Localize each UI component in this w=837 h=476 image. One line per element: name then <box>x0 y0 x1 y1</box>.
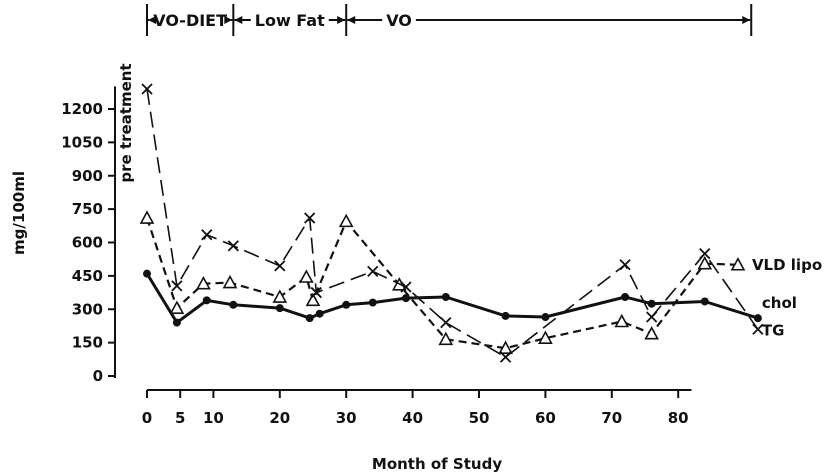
data-point-dot <box>441 293 450 302</box>
phase-arrow-head <box>224 16 233 24</box>
y-axis-title: mg/100ml <box>10 171 28 255</box>
data-point-dot <box>229 300 238 309</box>
data-point-triangle <box>305 292 321 307</box>
data-point-triangle <box>730 257 746 271</box>
series: VLD lipo chol TG <box>139 83 822 363</box>
data-point-x <box>699 247 711 260</box>
data-point-dot <box>700 297 709 306</box>
data-point-triangle <box>644 326 659 340</box>
series-tg: TG <box>141 83 785 363</box>
x-tick-label: 70 <box>601 409 622 427</box>
x-tick-label: 30 <box>336 409 357 427</box>
phase-arrow-head <box>742 16 751 24</box>
data-point-dot <box>275 304 284 313</box>
x-tick-label: 5 <box>175 409 185 427</box>
y-tick-label: 900 <box>72 167 103 185</box>
series-label: chol <box>762 294 797 312</box>
data-point-x <box>400 281 412 293</box>
x-tick-label: 50 <box>469 409 490 427</box>
phase-label: VO <box>386 11 412 30</box>
data-point-dot <box>647 299 656 308</box>
data-point-dot <box>368 298 377 307</box>
x-tick-label: 0 <box>142 409 152 427</box>
y-tick-label: 0 <box>93 367 103 385</box>
data-point-dot <box>541 313 550 322</box>
series-chol: chol <box>143 269 797 327</box>
data-point-triangle <box>614 313 630 328</box>
data-point-triangle <box>169 300 185 314</box>
data-point-dot <box>143 269 151 278</box>
data-point-dot <box>315 309 324 318</box>
phase-annotations: VO-DIET Low Fat VO <box>146 4 753 36</box>
data-point-x <box>274 260 286 272</box>
y-tick-label: 300 <box>72 300 103 318</box>
data-point-dot <box>753 314 762 323</box>
y-tick-label: 1200 <box>61 100 103 118</box>
data-point-x <box>619 259 631 271</box>
x-tick-label: 60 <box>535 409 556 427</box>
data-point-triangle <box>438 331 454 346</box>
data-point-triangle <box>498 340 513 354</box>
data-point-triangle <box>697 255 713 270</box>
data-point-x <box>201 229 213 241</box>
data-point-x <box>171 280 183 292</box>
phase-label: VO-DIET <box>153 11 227 30</box>
data-point-dot <box>305 314 314 323</box>
data-point-triangle <box>299 269 314 283</box>
y-tick-label: 450 <box>72 267 103 285</box>
phase-arrow-head <box>337 16 346 24</box>
series-line <box>146 88 759 358</box>
data-point-triangle <box>222 274 238 289</box>
axes: 0 150 300 450 600 750 900 1050 1200 0 5 10 20 30 40 50 6… <box>61 86 692 427</box>
data-point-x <box>304 212 316 224</box>
data-point-triangle <box>538 330 553 344</box>
data-point-triangle <box>139 210 155 224</box>
y-tick-label: 600 <box>72 234 103 252</box>
data-point-triangle <box>272 289 288 303</box>
series-vld-lipo: VLD lipo <box>139 210 822 354</box>
data-point-x <box>752 323 764 335</box>
data-point-dot <box>501 311 510 320</box>
data-point-x <box>227 240 239 252</box>
phase-arrow-head <box>148 16 156 24</box>
x-tick-label: 40 <box>402 409 423 427</box>
y-tick-label: 1050 <box>61 133 103 151</box>
phase-label: Low Fat <box>255 11 325 30</box>
x-axis-title: Month of Study <box>372 455 502 473</box>
data-point-dot <box>172 318 181 327</box>
data-point-dot <box>401 294 410 303</box>
y-tick-label: 150 <box>72 334 103 352</box>
data-point-x <box>141 83 153 95</box>
series-label: TG <box>762 321 785 339</box>
x-tick-label: 80 <box>668 409 689 427</box>
data-point-triangle <box>338 213 354 228</box>
series-line <box>145 217 739 350</box>
data-point-dot <box>202 296 211 305</box>
data-point-x <box>310 286 322 299</box>
x-tick-label: 10 <box>203 409 224 427</box>
x-tick-label: 20 <box>269 409 290 427</box>
series-label: VLD lipo <box>752 256 822 274</box>
pre-treatment-label: pre treatment <box>117 63 135 182</box>
phase-arrow-head <box>347 16 356 24</box>
data-point-dot <box>621 293 630 302</box>
data-point-triangle <box>196 275 211 290</box>
y-tick-label: 750 <box>72 200 103 218</box>
data-point-x <box>440 316 452 329</box>
phase-arrow-head <box>234 16 243 24</box>
data-point-dot <box>342 300 351 309</box>
data-point-x <box>499 351 512 363</box>
data-point-x <box>367 265 379 278</box>
data-point-x <box>646 311 658 323</box>
